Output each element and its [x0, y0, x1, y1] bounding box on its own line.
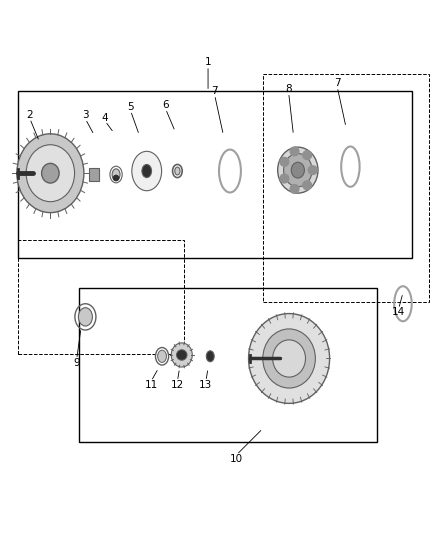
Text: 2: 2: [26, 110, 33, 120]
Text: 3: 3: [82, 110, 89, 120]
Ellipse shape: [158, 350, 166, 362]
Text: 9: 9: [73, 358, 80, 368]
Text: 8: 8: [285, 84, 292, 94]
Ellipse shape: [175, 167, 180, 175]
Ellipse shape: [42, 163, 59, 183]
Circle shape: [177, 350, 187, 360]
Text: 7: 7: [334, 78, 341, 88]
Circle shape: [303, 181, 311, 190]
Ellipse shape: [291, 162, 304, 178]
Ellipse shape: [249, 313, 330, 403]
Text: 12: 12: [171, 379, 184, 390]
Ellipse shape: [26, 145, 74, 201]
Circle shape: [308, 166, 317, 174]
Text: 7: 7: [211, 86, 218, 96]
Text: 10: 10: [230, 454, 243, 464]
Bar: [263, 74, 429, 302]
Text: 4: 4: [102, 112, 109, 123]
Ellipse shape: [17, 134, 84, 213]
Text: 6: 6: [162, 100, 169, 110]
Ellipse shape: [278, 147, 318, 193]
Circle shape: [290, 147, 299, 156]
Ellipse shape: [206, 351, 214, 362]
Circle shape: [113, 175, 119, 181]
Circle shape: [290, 184, 299, 193]
Bar: [79, 288, 377, 442]
Text: 14: 14: [392, 308, 405, 318]
Ellipse shape: [272, 340, 306, 377]
Bar: [18, 91, 412, 258]
Bar: [18, 240, 184, 354]
Circle shape: [280, 174, 289, 183]
Bar: [89, 168, 99, 181]
Ellipse shape: [171, 343, 192, 367]
Text: 11: 11: [145, 379, 158, 390]
Ellipse shape: [284, 154, 312, 187]
Circle shape: [303, 151, 311, 159]
Ellipse shape: [142, 165, 152, 177]
Ellipse shape: [263, 329, 315, 388]
Text: 1: 1: [205, 57, 212, 67]
Ellipse shape: [78, 308, 92, 326]
Ellipse shape: [132, 151, 162, 191]
Circle shape: [280, 157, 289, 166]
Ellipse shape: [112, 169, 120, 180]
Text: 5: 5: [127, 102, 134, 111]
Text: 13: 13: [199, 379, 212, 390]
